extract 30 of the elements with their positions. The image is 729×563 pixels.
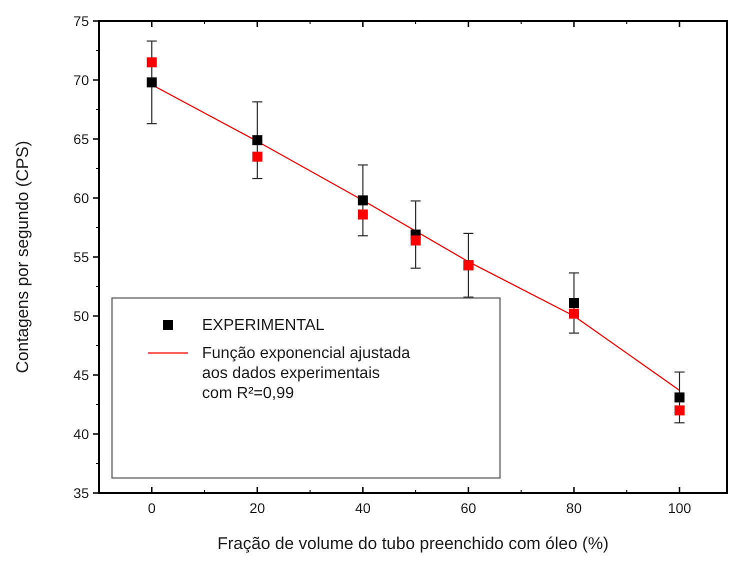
x-tick-label: 20	[250, 500, 266, 516]
x-tick-label: 0	[148, 500, 156, 516]
point	[358, 210, 368, 220]
point	[252, 152, 262, 162]
point	[674, 392, 685, 402]
point	[674, 405, 685, 416]
x-tick-label: 100	[668, 500, 692, 516]
point	[146, 77, 157, 88]
x-axis-title: Fração de volume do tubo preenchido com óleo (%)	[217, 534, 609, 553]
y-tick-label: 40	[73, 426, 90, 442]
legend-label: EXPERIMENTAL	[202, 317, 324, 334]
y-tick-label: 75	[73, 13, 90, 29]
x-tick-label: 80	[566, 500, 582, 516]
y-tick-label: 55	[73, 249, 90, 265]
point	[358, 195, 368, 206]
y-tick-label: 65	[73, 131, 90, 147]
y-tick-label: 35	[73, 485, 90, 501]
x-tick-label: 40	[355, 500, 371, 516]
y-tick-label: 50	[73, 308, 90, 324]
legend-label: Função exponencial ajustada aos dados experimentais com R²=0,99	[202, 345, 410, 402]
point	[146, 57, 157, 68]
y-tick-label: 70	[73, 72, 90, 88]
y-axis-title: Contagens por segundo (CPS)	[13, 140, 32, 374]
point	[568, 308, 579, 319]
y-tick-label: 45	[73, 367, 90, 383]
point	[568, 298, 579, 308]
x-tick-label: 60	[460, 500, 476, 516]
y-tick-label: 60	[73, 190, 90, 206]
point	[410, 235, 421, 246]
point	[252, 135, 262, 146]
